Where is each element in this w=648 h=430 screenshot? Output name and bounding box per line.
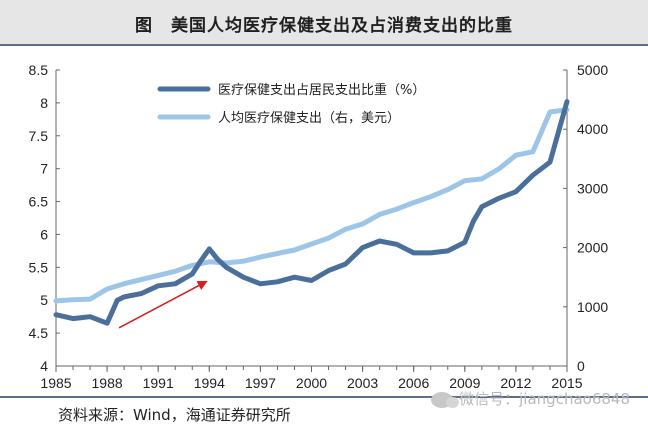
legend-label: 医疗保健支出占居民支出比重（%）	[218, 82, 425, 98]
x-tick-label: 1988	[92, 375, 123, 391]
right-tick-label: 0	[577, 358, 585, 374]
left-tick-label: 8.5	[29, 62, 49, 78]
watermark: 微信号：jiangchao6848	[431, 388, 630, 409]
annotations	[118, 280, 208, 329]
left-tick-label: 5.5	[29, 259, 49, 275]
wechat-icon	[431, 391, 460, 408]
source-bar: 资料来源：Wind，海通证券研究所	[0, 396, 648, 430]
x-tick-label: 2003	[347, 375, 378, 391]
legend: 医疗保健支出占居民支出比重（%） 人均医疗保健支出（右，美元）	[157, 82, 425, 126]
right-tick-label: 3000	[577, 180, 608, 196]
left-tick-label: 7	[40, 161, 48, 177]
left-tick-label: 8	[40, 95, 48, 111]
page-title: 图 美国人均医疗保健支出及占消费支出的比重	[135, 16, 513, 36]
right-tick-label: 1000	[577, 299, 608, 315]
red-arrow-annotation	[118, 280, 208, 329]
left-tick-label: 5	[40, 292, 48, 308]
left-tick-label: 6	[40, 226, 48, 242]
left-tick-label: 4	[40, 358, 48, 374]
right-tick-label: 2000	[577, 240, 608, 256]
watermark-text: 微信号：jiangchao6848	[459, 390, 630, 408]
x-tick-label: 2000	[296, 375, 327, 391]
line-chart: 4 4.5 5 5.5 6 6.5 7 7.5 8 8.5 0 1000 2000 3000 4000 500…	[29, 62, 609, 391]
legend-label: 人均医疗保健支出（右，美元）	[218, 111, 400, 126]
series-layer	[53, 99, 570, 326]
x-tick-label: 2006	[398, 375, 429, 391]
right-tick-label: 5000	[577, 62, 608, 78]
series-line-spending-share	[53, 99, 570, 326]
x-tick-label: 2009	[449, 375, 480, 391]
x-tick-label: 1985	[40, 375, 71, 391]
x-tick-label: 2015	[551, 375, 582, 391]
left-tick-label: 6.5	[29, 194, 49, 210]
series-line-per-capita-spending	[53, 107, 570, 304]
x-tick-label: 1994	[194, 375, 225, 391]
source-note: 资料来源：Wind，海通证券研究所	[58, 406, 291, 424]
title-bar: 图 美国人均医疗保健支出及占消费支出的比重	[0, 0, 648, 46]
x-tick-label: 1997	[245, 375, 276, 391]
x-tick-label: 1991	[143, 375, 174, 391]
left-tick-label: 7.5	[29, 128, 49, 144]
left-tick-label: 4.5	[29, 325, 49, 341]
x-tick-label: 2012	[500, 375, 531, 391]
right-tick-label: 4000	[577, 121, 608, 137]
axes: 4 4.5 5 5.5 6 6.5 7 7.5 8 8.5 0 1000 2000 3000 4000 500…	[29, 62, 609, 391]
